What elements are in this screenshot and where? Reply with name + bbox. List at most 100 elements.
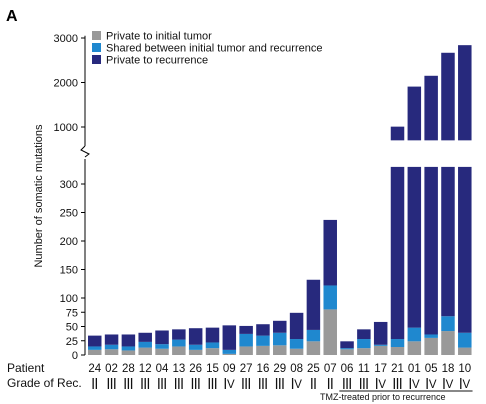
bar-segment-shared [441, 316, 455, 332]
bar-segment-private-recurrence [424, 75, 438, 141]
grade-letter: V [294, 379, 302, 391]
legend-swatch [92, 31, 101, 40]
y-tick-label: 250 [60, 208, 78, 220]
bar-segment-private-recurrence [172, 329, 186, 340]
grade-label: V [460, 378, 470, 391]
bar-segment-shared [424, 334, 438, 338]
grade-letter: V [446, 379, 454, 391]
legend-swatch [92, 55, 101, 64]
patient-label: 13 [172, 363, 185, 375]
y-tick-label: 3000 [54, 33, 78, 45]
grade-letter: V [378, 379, 386, 391]
patient-label: 21 [391, 363, 404, 375]
patient-label: 10 [458, 363, 471, 375]
patient-label: 25 [307, 363, 320, 375]
bar-segment-shared [88, 346, 102, 350]
patient-label: 04 [156, 363, 169, 375]
y-tick-label: 150 [60, 265, 78, 277]
grade-label [275, 378, 284, 389]
grade-label [208, 378, 217, 389]
bar-segment-private-initial [138, 347, 152, 355]
grade-label [174, 378, 183, 389]
bar-segment-private-recurrence [205, 327, 220, 343]
bar-segment-private-recurrence [138, 332, 152, 342]
bar-segment-private-recurrence [121, 334, 136, 347]
patient-label: 29 [273, 363, 286, 375]
bar-segment-private-recurrence [458, 166, 472, 333]
bar-segment-private-recurrence [441, 52, 455, 141]
bar-segment-shared [373, 344, 388, 346]
bar-segment-private-recurrence [289, 312, 304, 340]
grade-label: V [426, 378, 437, 391]
bar-segment-private-recurrence [357, 329, 371, 340]
axis-break-mark [80, 145, 90, 158]
bar-segment-private-initial [458, 347, 472, 355]
bar-segment-private-initial [239, 346, 253, 355]
bar-segment-private-initial [441, 331, 455, 355]
grade-label [311, 378, 316, 389]
y-tick-label: 1000 [54, 122, 78, 134]
bar-segment-private-recurrence [188, 328, 203, 345]
patient-label: 05 [425, 363, 438, 375]
bar-segment-shared [172, 339, 186, 347]
bar-segment-shared [306, 329, 321, 342]
patient-label: 01 [408, 363, 421, 375]
bar-segment-private-recurrence [88, 335, 102, 347]
bar-segment-private-recurrence [373, 321, 388, 345]
grade-label [327, 378, 333, 389]
bar-segment-private-recurrence [407, 86, 422, 141]
y-axis-title: Number of somatic mutations [33, 124, 45, 268]
legend-label: Private to initial tumor [106, 31, 212, 43]
grade-label: V [409, 378, 420, 391]
y-tick-label: 75 [66, 307, 78, 319]
bar-segment-private-recurrence [441, 166, 455, 317]
bar-segment-private-recurrence [323, 219, 337, 286]
bar-segment-private-initial [373, 345, 388, 355]
bar-segment-private-initial [306, 341, 321, 355]
tmz-annotation: TMZ-treated prior to recurrence [320, 392, 446, 402]
grade-label [191, 378, 200, 389]
bar-segment-private-recurrence [390, 166, 405, 340]
patient-label: 24 [88, 363, 101, 375]
bar-segment-private-initial [88, 349, 102, 355]
bar-segment-private-recurrence [424, 166, 438, 335]
bar-segment-private-recurrence [306, 279, 321, 330]
patient-label: 16 [257, 363, 270, 375]
grade-label [124, 378, 133, 389]
patient-label: 18 [442, 363, 455, 375]
grade-row-title: Grade of Rec. [7, 376, 82, 390]
bar-segment-shared [138, 341, 152, 348]
legend-label: Shared between initial tumor and recurre… [106, 43, 322, 55]
patient-label: 07 [324, 363, 337, 375]
bar-segment-shared [104, 344, 119, 350]
patient-label: 06 [341, 363, 354, 375]
legend-swatch [92, 43, 101, 52]
patient-label: 12 [139, 363, 152, 375]
bar-segment-private-initial [424, 337, 438, 355]
bar-segment-shared [273, 332, 287, 346]
bar-segment-shared [205, 342, 220, 349]
bar-segment-private-recurrence [256, 324, 270, 336]
grade-label [343, 378, 351, 389]
bar-segment-shared [390, 339, 405, 348]
patient-label: 02 [105, 363, 118, 375]
bar-segment-private-initial [188, 349, 203, 355]
bar-segment-shared [323, 285, 337, 310]
y-tick-label: 50 [66, 322, 78, 334]
bar-segment-shared [222, 349, 237, 354]
bar-segment-shared [256, 335, 270, 346]
y-tick-label: 100 [60, 293, 78, 305]
panel-label: A [6, 8, 18, 25]
bar-segment-private-initial [289, 348, 304, 355]
patient-label: 11 [358, 363, 370, 375]
bar-segment-private-recurrence [239, 325, 253, 334]
bar-segment-private-recurrence [222, 325, 237, 350]
bar-segment-private-recurrence [104, 334, 119, 345]
patient-label: 17 [374, 363, 387, 375]
grade-label: V [291, 378, 302, 391]
bar-segment-private-initial [222, 353, 237, 355]
bar-segment-shared [407, 327, 422, 342]
